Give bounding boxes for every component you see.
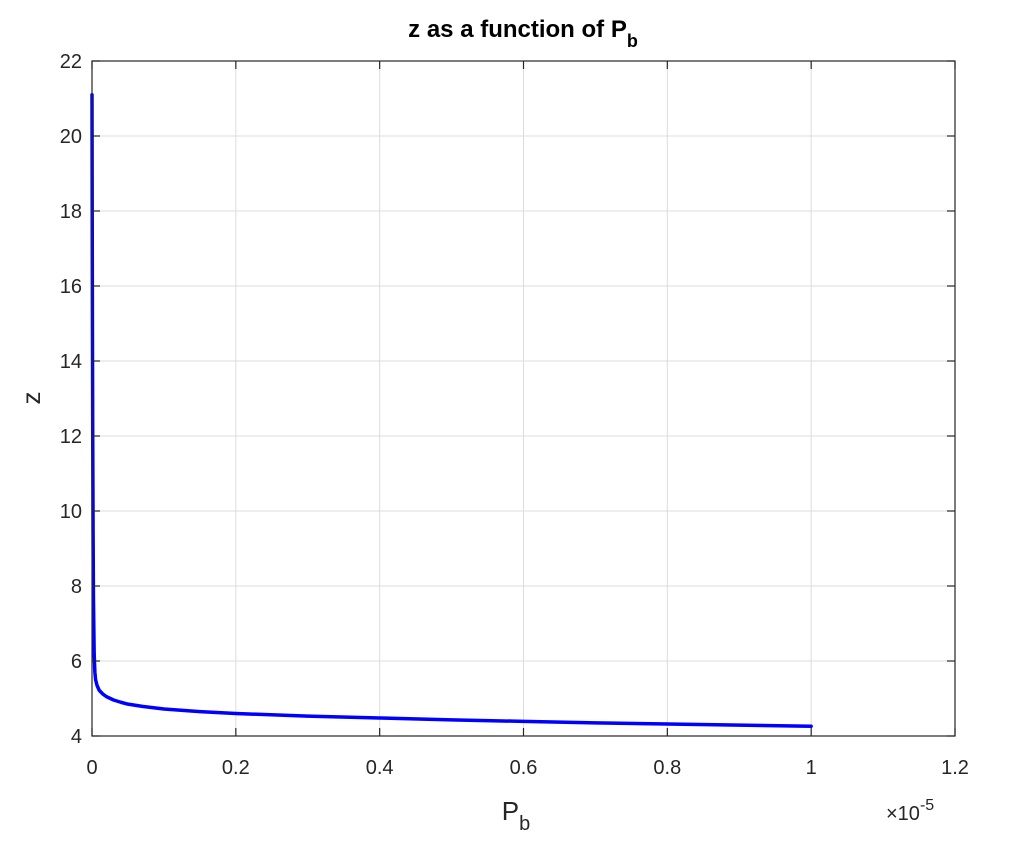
x-tick-label: 0.2: [222, 757, 250, 779]
x-axis-exponent: ×10-5: [886, 797, 934, 825]
y-tick-label: 12: [60, 426, 82, 448]
y-axis-label: z: [16, 392, 46, 405]
x-axis-exponent-base: ×10: [886, 803, 920, 825]
x-axis-label-subscript: b: [519, 813, 530, 835]
x-axis-label-main: P: [502, 796, 519, 826]
chart-title: z as a function of Pb: [408, 16, 638, 51]
y-tick-label: 10: [60, 501, 82, 523]
x-axis-exponent-power: -5: [920, 797, 934, 814]
x-axis-label: Pb: [502, 796, 530, 835]
y-tick-labels: 4 6 8 10 12 14 16 18 20 22: [60, 51, 82, 748]
y-tick-label: 16: [60, 276, 82, 298]
x-tick-labels: 0 0.2 0.4 0.6 0.8 1 1.2: [86, 757, 968, 779]
y-tick-label: 18: [60, 201, 82, 223]
x-tick-label: 0.8: [653, 757, 681, 779]
y-tick-label: 14: [60, 351, 82, 373]
x-tick-label: 0: [86, 757, 97, 779]
x-tick-label: 0.6: [510, 757, 538, 779]
x-tick-label: 0.4: [366, 757, 394, 779]
x-tick-label: 1.2: [941, 757, 969, 779]
x-tick-label: 1: [806, 757, 817, 779]
series-line-0: [90, 93, 813, 728]
y-tick-label: 8: [71, 576, 82, 598]
chart-title-main: z as a function of P: [408, 16, 627, 43]
y-tick-label: 20: [60, 126, 82, 148]
y-tick-label: 4: [71, 726, 82, 748]
tick-marks: [91, 60, 956, 737]
chart-title-subscript: b: [627, 31, 638, 51]
series-layer: [90, 93, 813, 728]
y-tick-label: 6: [71, 651, 82, 673]
y-tick-label: 22: [60, 51, 82, 73]
